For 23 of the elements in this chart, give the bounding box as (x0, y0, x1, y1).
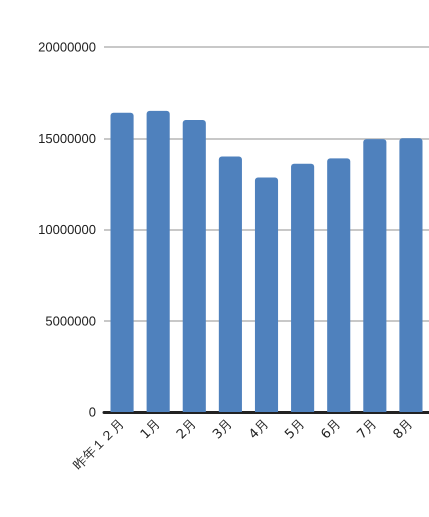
bar (182, 120, 206, 412)
x-tick-label: 4月 (246, 416, 272, 442)
y-tick-label: 0 (88, 404, 96, 420)
y-tick-label: 10000000 (38, 222, 96, 237)
bar (110, 112, 134, 412)
bar (327, 158, 350, 412)
x-tick-label: 3月 (210, 416, 236, 442)
x-tick-label: 1月 (138, 416, 164, 442)
y-tick-label: 15000000 (38, 130, 96, 146)
x-tick-label: 6月 (318, 416, 344, 442)
bar (291, 164, 314, 412)
x-tick-label: 7月 (354, 416, 380, 442)
bar (399, 138, 422, 412)
x-tick-label: 5月 (282, 416, 308, 442)
bar (254, 177, 278, 412)
bar (146, 110, 170, 412)
x-tick-label: 昨年１２月 (70, 416, 128, 474)
bar (218, 156, 242, 412)
x-tick-label: 8月 (390, 416, 416, 442)
y-tick-label: 20000000 (38, 40, 96, 54)
y-tick-label: 5000000 (45, 313, 96, 328)
x-tick-label: 2月 (174, 416, 200, 442)
bar (363, 139, 386, 412)
